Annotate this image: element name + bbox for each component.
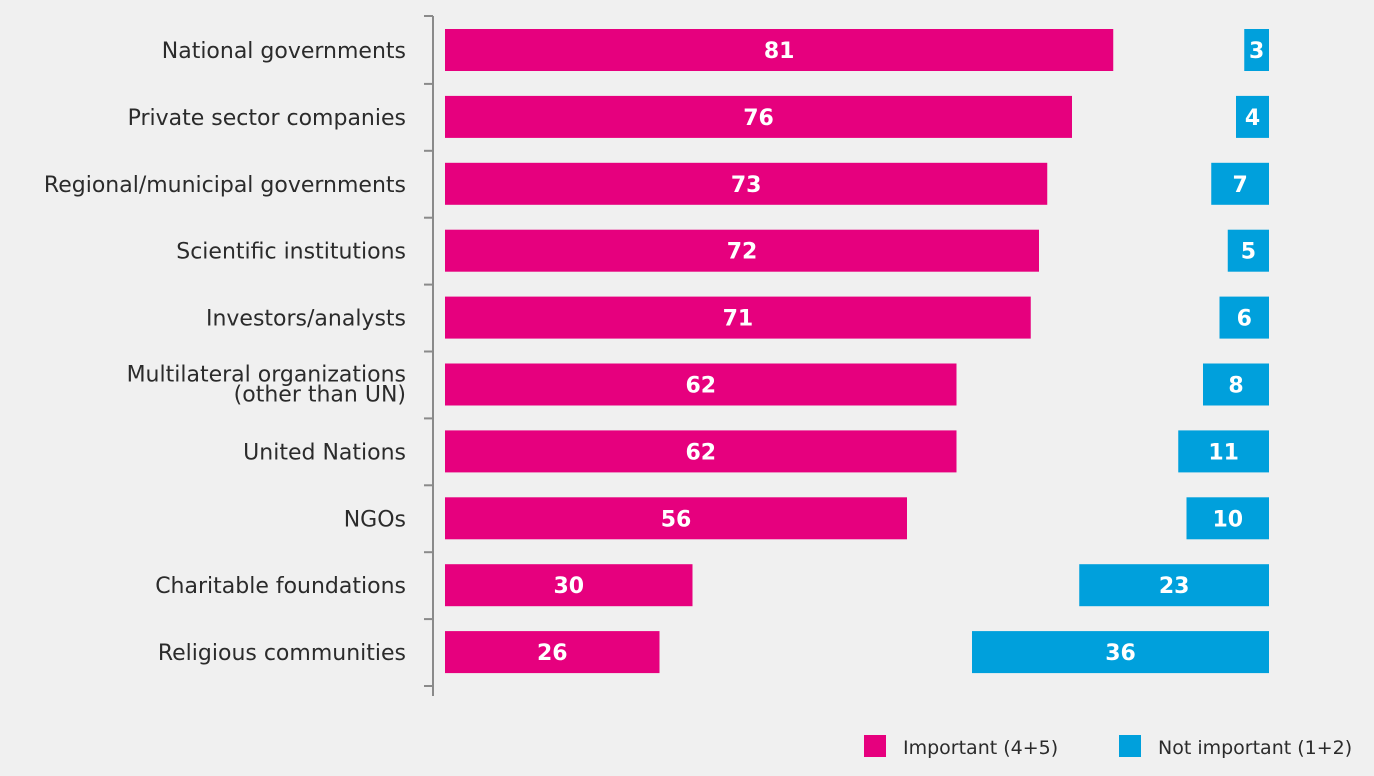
- value-label-important: 26: [537, 641, 568, 666]
- value-label-not-important: 5: [1241, 240, 1256, 265]
- bar-not-important: [1236, 95, 1269, 138]
- bar-important: [445, 29, 1114, 71]
- category-label: Private sector companies: [128, 106, 406, 131]
- legend-label: Important (4+5): [903, 737, 1058, 759]
- category-axis: [424, 15, 434, 696]
- bars: [445, 29, 1269, 674]
- category-label: United Nations: [243, 440, 406, 465]
- category-label: Charitable foundations: [155, 574, 406, 599]
- legend-swatch: [864, 735, 886, 757]
- value-label-important: 72: [727, 240, 758, 265]
- bar-not-important: [1178, 430, 1269, 473]
- value-label-not-important: 6: [1237, 307, 1252, 332]
- value-label-not-important: 7: [1232, 173, 1247, 198]
- bar-not-important: [1079, 564, 1269, 607]
- category-label: Regional/municipal governments: [44, 173, 406, 198]
- value-label-important: 56: [661, 507, 692, 532]
- bar-important: [445, 631, 660, 674]
- category-label: Scientific institutions: [176, 240, 406, 265]
- value-label-important: 30: [553, 574, 584, 599]
- legend-item-important: Important (4+5): [864, 735, 1058, 759]
- category-label: Investors/analysts: [206, 307, 406, 332]
- bar-not-important: [1244, 29, 1269, 71]
- category-label: National governments: [162, 39, 406, 64]
- bar-not-important: [1219, 296, 1269, 339]
- bar-not-important: [1186, 497, 1269, 540]
- bar-important: [445, 95, 1072, 138]
- bar-important: [445, 162, 1048, 205]
- value-label-important: 62: [685, 440, 716, 465]
- bar-not-important: [972, 631, 1269, 674]
- category-labels: National governments Private sector compa…: [44, 39, 406, 666]
- value-label-not-important: 10: [1212, 507, 1243, 532]
- bar-important: [445, 229, 1039, 272]
- value-label-important: 73: [731, 173, 762, 198]
- value-label-important: 71: [723, 307, 754, 332]
- legend: Important (4+5) Not important (1+2): [864, 735, 1352, 759]
- legend-swatch: [1119, 735, 1141, 757]
- value-label-not-important: 3: [1249, 39, 1264, 64]
- value-label-not-important: 36: [1105, 641, 1136, 666]
- bar-important: [445, 363, 957, 406]
- legend-item-not-important: Not important (1+2): [1119, 735, 1352, 759]
- bar-not-important: [1211, 162, 1269, 205]
- value-labels: 81 3 76 4 73 7 72 5 71 6 62 8 62 11 56 10 30 23 26 36: [537, 39, 1264, 666]
- value-label-not-important: 23: [1159, 574, 1190, 599]
- bar-important: [445, 296, 1031, 339]
- bar-not-important: [1203, 363, 1269, 406]
- category-label: NGOs: [344, 507, 406, 532]
- bar-important: [445, 430, 957, 473]
- value-label-not-important: 4: [1245, 106, 1260, 131]
- bar-not-important: [1227, 229, 1269, 272]
- bar-important: [445, 564, 693, 607]
- value-label-important: 81: [764, 39, 795, 64]
- value-label-important: 76: [743, 106, 774, 131]
- legend-label: Not important (1+2): [1158, 737, 1352, 759]
- category-label: Religious communities: [158, 641, 406, 666]
- value-label-important: 62: [685, 374, 716, 399]
- category-label: Multilateral organizations (other than UN…: [127, 363, 406, 408]
- bar-important: [445, 497, 907, 540]
- value-label-not-important: 11: [1208, 440, 1239, 465]
- value-label-not-important: 8: [1228, 374, 1243, 399]
